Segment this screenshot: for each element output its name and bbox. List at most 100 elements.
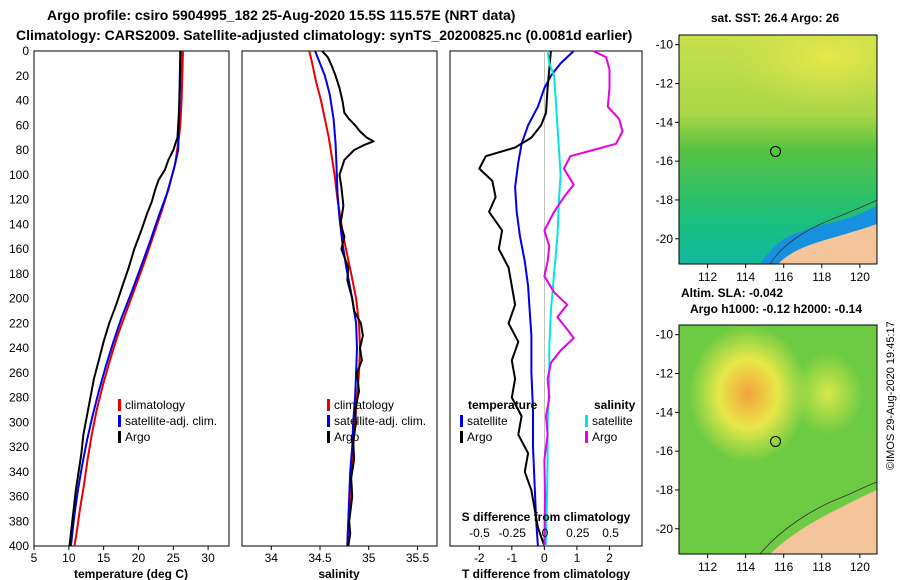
lat-tick-label: -10 [656, 328, 674, 342]
salinity-panel [241, 50, 438, 547]
lat-tick-label: -12 [656, 367, 674, 381]
lon-tick-label: 120 [850, 560, 870, 574]
lat-tick-label: -18 [656, 193, 674, 207]
legend-t-argo: Argo [467, 430, 493, 444]
sst-lon-ticks: 112 114 116 118 120 [698, 264, 870, 284]
legend-swatch-argo [118, 431, 121, 443]
x-tick-label: 0 [541, 551, 548, 565]
legend-swatch-argo [327, 431, 330, 443]
depth-tick-label: 200 [9, 292, 29, 306]
x-tick-label: 30 [201, 551, 215, 565]
legend-swatch-t-argo [460, 431, 463, 443]
legend-climatology: climatology [334, 398, 394, 412]
depth-tick-label: 240 [9, 341, 29, 355]
legend-swatch-s-argo [585, 431, 588, 443]
temperature-x-ticks: 5 10 15 20 25 30 [31, 546, 215, 565]
legend-swatch-satellite [118, 415, 121, 427]
legend-swatch-satellite [327, 415, 330, 427]
legend-satellite: satellite-adj. clim. [125, 414, 217, 428]
depth-tick-label: 40 [16, 94, 30, 108]
lat-tick-label: -14 [656, 405, 674, 419]
header-line1: Argo profile: csiro 5904995_182 25-Aug-2… [47, 7, 515, 23]
depth-tick-label: 0 [22, 44, 29, 58]
legend-argo: Argo [334, 430, 360, 444]
legend-satellite: satellite-adj. clim. [334, 414, 426, 428]
lat-tick-label: -14 [656, 115, 674, 129]
x-tick-label: 34 [265, 551, 279, 565]
legend-swatch-s-satellite [585, 415, 588, 427]
legend-s-argo: Argo [592, 430, 618, 444]
sst-warm-patch [679, 35, 877, 145]
depth-tick-label: 340 [9, 465, 29, 479]
depth-tick-label: 80 [16, 143, 30, 157]
depth-tick-label: 140 [9, 217, 29, 231]
sla-map-frame [678, 324, 878, 555]
depth-tick-label: 400 [9, 539, 29, 553]
series-line-satellite-adj-clim- [314, 50, 358, 547]
sst-map-title: sat. SST: 26.4 Argo: 26 [711, 11, 840, 25]
lat-tick-label: -18 [656, 483, 674, 497]
x-tick-label: 35.5 [406, 551, 430, 565]
salinity-series [308, 50, 375, 547]
x-tick-label: -2 [474, 551, 485, 565]
x-tick-label: 35 [362, 551, 376, 565]
legend-argo: Argo [125, 430, 151, 444]
lon-tick-label: 114 [736, 560, 755, 574]
legend-temperature-title: temperature [468, 398, 538, 412]
series-line-t-argo [478, 50, 552, 547]
s-diff-tick-label: -0.5 [469, 526, 490, 540]
x-tick-label: 5 [31, 551, 38, 565]
temperature-difference-label: T difference from climatology [462, 567, 630, 580]
s-diff-tick-label: 0.25 [566, 526, 590, 540]
x-tick-label: 25 [167, 551, 181, 565]
sst-depth-contour [769, 199, 878, 265]
legend-s-satellite: satellite [592, 414, 633, 428]
sst-lat-ticks: -10 -12 -14 -16 -18 -20 [656, 38, 679, 246]
x-tick-label: 15 [97, 551, 111, 565]
salinity-legend: climatology satellite-adj. clim. Argo [327, 398, 426, 444]
lon-tick-label: 112 [698, 560, 717, 574]
depth-tick-label: 380 [9, 514, 29, 528]
temperature-x-label: temperature (deg C) [74, 567, 188, 580]
lat-tick-label: -20 [656, 522, 674, 536]
sla-map [678, 324, 878, 555]
x-tick-label: 20 [132, 551, 146, 565]
salinity-x-label: salinity [318, 567, 360, 580]
s-diff-tick-label: -0.25 [499, 526, 527, 540]
difference-series [478, 50, 624, 547]
x-tick-label: 2 [606, 551, 613, 565]
depth-ticks: 0 20 40 60 80 100 120 140 160 180 200 220 240 260 280 3… [9, 44, 29, 553]
x-tick-label: 10 [62, 551, 76, 565]
temperature-legend: climatology satellite-adj. clim. Argo [118, 398, 217, 444]
sla-land [770, 490, 877, 554]
sla-map-title: Altim. SLA: -0.042 [681, 286, 783, 300]
depth-tick-label: 260 [9, 366, 29, 380]
depth-tick-label: 320 [9, 440, 29, 454]
depth-tick-label: 280 [9, 391, 29, 405]
x-tick-label: 34.5 [308, 551, 332, 565]
series-line-satellite-adj-clim- [69, 50, 182, 547]
depth-tick-label: 100 [9, 168, 29, 182]
sst-land [778, 224, 877, 264]
lat-tick-label: -20 [656, 232, 674, 246]
series-line-t-satellite [514, 50, 575, 547]
depth-tick-label: 20 [16, 69, 30, 83]
difference-x-ticks: -2 -1 0 1 2 [474, 546, 613, 565]
x-tick-label: 1 [574, 551, 581, 565]
sst-map-frame [678, 34, 878, 265]
lon-tick-label: 120 [850, 270, 870, 284]
series-line-argo [68, 50, 182, 547]
lon-tick-label: 116 [774, 270, 793, 284]
lat-tick-label: -12 [656, 77, 674, 91]
difference-panel [449, 50, 643, 547]
legend-salinity-title: salinity [594, 398, 636, 412]
depth-tick-label: 300 [9, 415, 29, 429]
lat-tick-label: -16 [656, 154, 674, 168]
lon-tick-label: 118 [812, 560, 831, 574]
lon-tick-label: 118 [812, 270, 831, 284]
lat-tick-label: -16 [656, 444, 674, 458]
series-line-argo [321, 50, 375, 547]
depth-tick-label: 60 [16, 118, 30, 132]
depth-tick-label: 120 [9, 193, 29, 207]
